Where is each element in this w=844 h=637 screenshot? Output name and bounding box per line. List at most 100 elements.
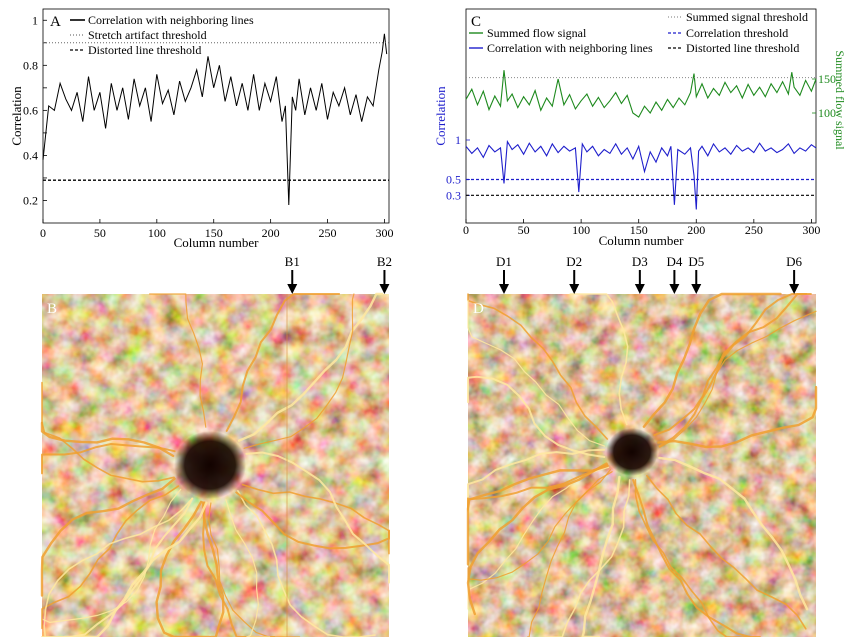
vessel	[203, 501, 225, 637]
panel-c-chart: C 0.30.5 1 100 150 0 50 100 150 200 250 300 Corre…	[433, 8, 844, 248]
panel-c-ytick-right-label: 150	[818, 72, 836, 86]
vessel	[40, 421, 175, 458]
panel-c-ytick-right-label: 100	[818, 106, 836, 120]
panel-d-markers: D1 D2 D3 D4 D5 D6	[496, 254, 803, 294]
legend-c-distorted: Distorted line threshold	[686, 41, 799, 55]
panel-a-xtick-label: 50	[94, 226, 106, 240]
vessel	[658, 293, 808, 448]
vessel	[659, 310, 817, 448]
marker-arrow-head	[287, 284, 298, 294]
panel-a-ytick-label: 1	[32, 13, 38, 27]
panel-b-markers: B1 B2	[285, 254, 392, 294]
vessel	[40, 477, 176, 597]
panel-a-xlabel: Column number	[174, 235, 260, 250]
legend-a-stretch: Stretch artifact threshold	[88, 28, 207, 42]
marker-arrow-head	[789, 284, 800, 294]
vessel	[467, 293, 608, 440]
vessel	[466, 462, 608, 616]
marker-label: B1	[285, 254, 300, 269]
vessel	[43, 497, 193, 637]
vessel	[467, 375, 606, 458]
vessel	[646, 474, 807, 630]
vessel	[41, 443, 176, 475]
panel-c-xtick-label: 50	[518, 223, 530, 237]
panel-d-vessels	[466, 292, 818, 637]
vessel	[201, 501, 276, 637]
vessel	[569, 293, 629, 426]
panel-c-xtick-label: 100	[572, 223, 590, 237]
panel-a-ytick-label: 0.4	[23, 148, 38, 162]
panel-b-letter: B	[47, 301, 57, 317]
vessel	[467, 299, 606, 447]
vessel	[155, 500, 211, 637]
panel-b-vessels	[40, 292, 390, 637]
vessel	[237, 292, 384, 442]
marker-arrow-head	[669, 284, 680, 294]
vessel	[632, 479, 761, 637]
panel-c-plot-frame	[465, 8, 817, 224]
panel-c-ylabel-right: Summed flow signal	[833, 50, 844, 150]
panel-b-angiogram: B	[40, 292, 390, 637]
marker-label: D2	[566, 254, 582, 269]
panel-a-xtick-label: 150	[205, 226, 223, 240]
panel-c-x-axis: 0 50 100 150 200 250 300	[463, 219, 820, 237]
vessel	[653, 293, 812, 437]
vessel	[243, 293, 355, 449]
vessel	[546, 479, 631, 637]
panel-a-series-0	[42, 33, 388, 206]
panel-c-xtick-label: 200	[687, 223, 705, 237]
marker-label: D5	[688, 254, 704, 269]
legend-c-summed-threshold: Summed signal threshold	[686, 10, 808, 24]
panel-a-chart: A 0.2 0.4 0.6 0.8 1 0 50 100 150 200 250 300 Corre…	[9, 8, 393, 250]
panel-d-foveal-avascular-zone	[606, 428, 658, 476]
panel-c-xtick-label: 300	[802, 223, 820, 237]
legend-c-corr-threshold: Correlation threshold	[686, 26, 788, 40]
marker-arrow-head	[691, 284, 702, 294]
panel-a-xtick-label: 300	[375, 226, 393, 240]
panel-c-xtick-label: 0	[463, 223, 469, 237]
panel-a-series	[42, 33, 389, 206]
vessel	[235, 491, 390, 550]
legend-a-correlation: Correlation with neighboring lines	[88, 13, 254, 27]
panel-c-series	[465, 70, 817, 210]
panel-a-legend: Correlation with neighboring lines Stret…	[70, 13, 254, 57]
vessel	[581, 475, 621, 637]
marker-arrow-head	[379, 284, 390, 294]
panel-c-ytick-label: 0.5	[446, 173, 461, 187]
vessel	[634, 479, 752, 637]
panel-c-xtick-label: 250	[745, 223, 763, 237]
panel-a-xtick-label: 0	[40, 226, 46, 240]
vessel	[225, 499, 271, 637]
marker-label: D1	[496, 254, 512, 269]
vessel	[658, 456, 809, 611]
panel-d-angiogram: D	[466, 292, 818, 637]
vessel	[642, 292, 782, 428]
vessel	[466, 464, 609, 566]
vessel	[237, 490, 376, 637]
vessel	[245, 451, 390, 584]
vessel	[41, 381, 175, 483]
marker-label: B2	[377, 254, 392, 269]
panel-a-ytick-label: 0.8	[23, 58, 38, 72]
panel-c-y-axis: 0.30.5 1 100 150	[446, 72, 836, 202]
panel-c-ytick-label: 1	[455, 133, 461, 147]
panel-c-ylabel: Correlation	[433, 86, 448, 146]
panel-c-series-1	[465, 139, 817, 210]
panel-c-ytick-label: 0.3	[446, 188, 461, 202]
marker-arrow-head	[498, 284, 509, 294]
panel-c-legend: Summed flow signal Correlation with neig…	[469, 10, 808, 55]
legend-a-distorted: Distorted line threshold	[88, 43, 201, 57]
marker-arrow-head	[569, 284, 580, 294]
panel-c-xlabel: Column number	[599, 233, 685, 248]
marker-arrow-head	[634, 284, 645, 294]
vessel	[208, 502, 301, 637]
panel-c-letter: C	[471, 14, 481, 30]
panel-c-series-0	[465, 70, 817, 118]
vessel	[149, 293, 207, 428]
panel-a-x-axis: 0 50 100 150 200 250 300	[40, 219, 393, 240]
panel-b-foveal-avascular-zone	[174, 431, 246, 499]
panel-a-xtick-label: 100	[148, 226, 166, 240]
panel-c-xtick-label: 150	[630, 223, 648, 237]
panel-d-letter: D	[473, 301, 484, 317]
vessel	[63, 501, 208, 637]
